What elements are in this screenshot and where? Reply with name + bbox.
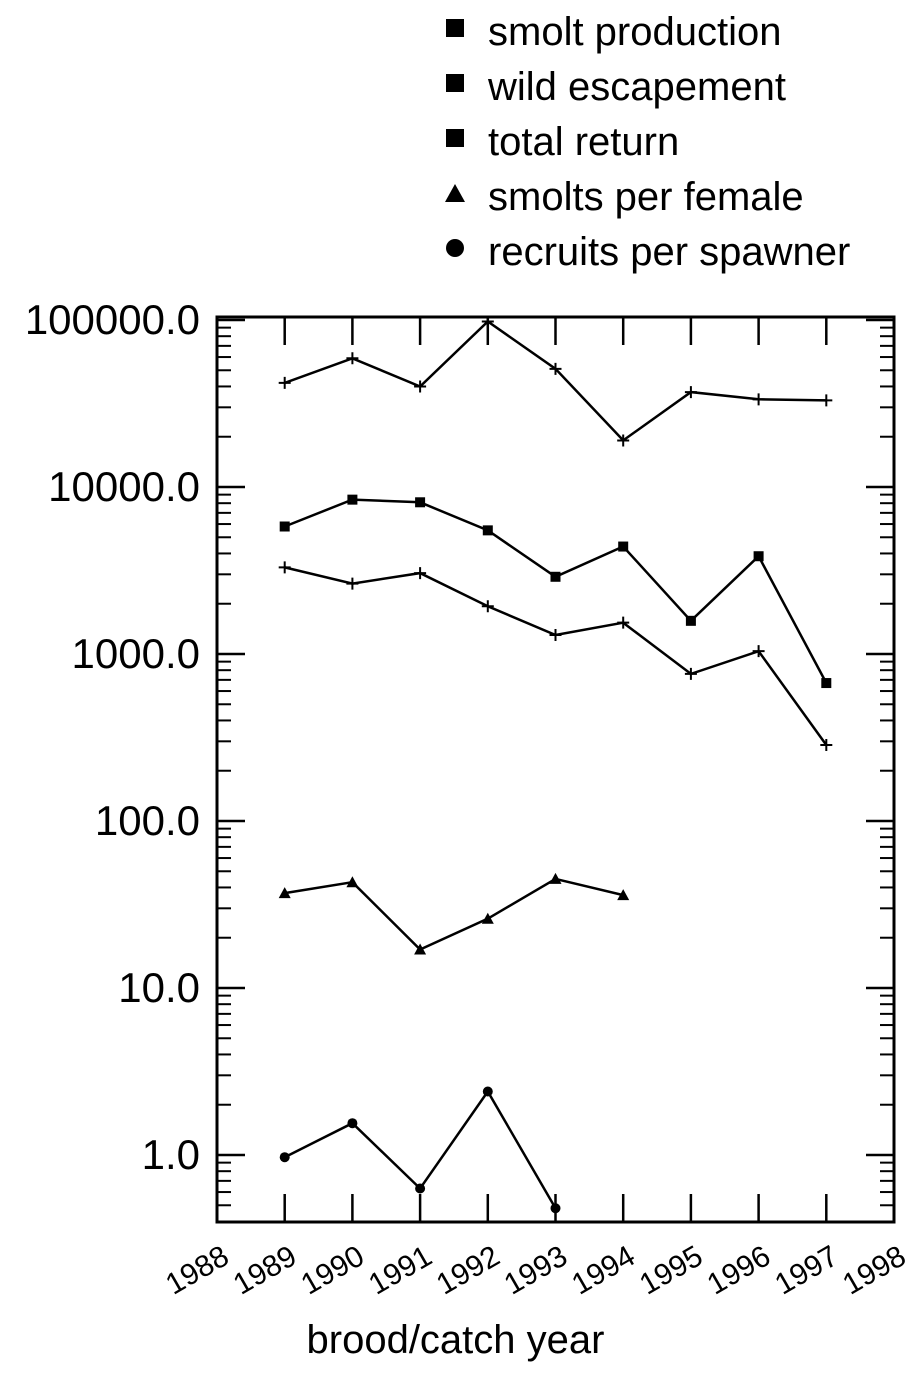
- y-tick-label: 1000.0: [72, 630, 200, 677]
- plus-data-point: [820, 739, 833, 752]
- plus-data-point: [820, 394, 833, 407]
- circle-data-point: [482, 1086, 493, 1097]
- x-tick-label: 1992: [431, 1239, 505, 1301]
- plus-data-point: [414, 380, 427, 393]
- circle-marker-icon: [446, 239, 464, 257]
- x-axis-tick-labels: 1988198919901991199219931994199519961997…: [160, 1239, 911, 1301]
- plus-data-point: [278, 561, 291, 574]
- triangle-data-point: [481, 912, 494, 924]
- plus-data-point: [752, 645, 765, 658]
- y-tick-label: 100000.0: [25, 296, 200, 343]
- y-tick-label: 100.0: [95, 797, 200, 844]
- circle-data-point: [347, 1118, 358, 1129]
- triangle-data-point: [617, 889, 630, 901]
- circle-data-point: [279, 1152, 290, 1163]
- x-tick-label: 1994: [566, 1239, 640, 1301]
- series-line-2: [284, 566, 828, 746]
- square-marker-icon: [446, 19, 464, 37]
- x-tick-label: 1995: [634, 1239, 708, 1301]
- plot-area-frame: [215, 315, 896, 1224]
- major-tick-marks: [215, 317, 896, 1222]
- y-tick-label: 1.0: [142, 1131, 200, 1178]
- legend-label: smolts per female: [488, 175, 804, 219]
- legend-label: wild escapement: [488, 65, 786, 109]
- plus-data-point: [752, 393, 765, 406]
- legend-label: smolt production: [488, 10, 782, 54]
- y-tick-label: 10.0: [118, 964, 200, 1011]
- x-tick-label: 1990: [296, 1239, 370, 1301]
- triangle-data-point: [278, 887, 291, 899]
- plus-data-point: [684, 667, 697, 680]
- plus-data-point: [549, 628, 562, 641]
- x-tick-label: 1993: [499, 1239, 573, 1301]
- x-tick-label: 1996: [702, 1239, 776, 1301]
- square-data-point: [550, 571, 561, 582]
- y-tick-label: 10000.0: [48, 463, 200, 510]
- legend-label: total return: [488, 120, 680, 164]
- square-data-point: [821, 678, 832, 689]
- square-data-point: [685, 615, 696, 626]
- series-lines: [284, 319, 828, 1209]
- plus-data-point: [414, 567, 427, 580]
- square-data-point: [415, 497, 426, 508]
- x-tick-label: 1988: [160, 1239, 234, 1301]
- plus-data-point: [481, 600, 494, 613]
- x-tick-label: 1997: [769, 1239, 843, 1301]
- circle-data-point: [415, 1183, 426, 1194]
- square-data-point: [482, 525, 493, 536]
- square-data-point: [753, 551, 764, 562]
- x-tick-label: 1998: [837, 1239, 911, 1301]
- square-data-point: [347, 494, 358, 505]
- plus-data-point: [617, 434, 630, 447]
- series-markers: [278, 315, 833, 1214]
- square-marker-icon: [446, 74, 464, 92]
- plus-data-point: [481, 315, 494, 328]
- x-tick-label: 1989: [228, 1239, 302, 1301]
- x-axis-label: brood/catch year: [306, 1318, 605, 1362]
- square-marker-icon: [446, 129, 464, 147]
- triangle-data-point: [414, 943, 427, 955]
- plus-data-point: [346, 352, 359, 365]
- square-data-point: [618, 541, 629, 552]
- plus-data-point: [549, 362, 562, 375]
- triangle-marker-icon: [445, 184, 465, 202]
- triangle-data-point: [346, 876, 359, 888]
- plus-data-point: [346, 577, 359, 590]
- y-axis-tick-labels: 100000.0 10000.0 1000.0 100.0 10.0 1.0: [25, 296, 200, 1178]
- plus-data-point: [278, 376, 291, 389]
- series-line-3: [284, 877, 624, 951]
- legend-label: recruits per spawner: [488, 230, 851, 274]
- plus-data-point: [684, 386, 697, 399]
- minor-tick-marks: [217, 326, 894, 1207]
- triangle-data-point: [549, 872, 562, 884]
- x-tick-label: 1991: [363, 1239, 437, 1301]
- plus-data-point: [617, 616, 630, 629]
- circle-data-point: [550, 1203, 561, 1214]
- square-data-point: [279, 521, 290, 532]
